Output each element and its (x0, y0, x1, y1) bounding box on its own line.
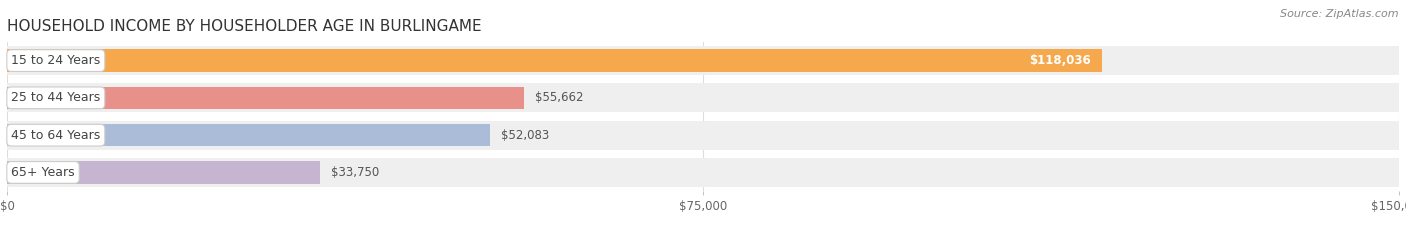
Text: Source: ZipAtlas.com: Source: ZipAtlas.com (1281, 9, 1399, 19)
Bar (7, 46, 1399, 75)
Text: $118,036: $118,036 (1029, 54, 1091, 67)
Text: 65+ Years: 65+ Years (11, 166, 75, 179)
Bar (7, 124, 491, 146)
Text: 45 to 64 Years: 45 to 64 Years (11, 129, 100, 142)
Text: $55,662: $55,662 (534, 91, 583, 104)
Bar (7, 83, 1399, 112)
Text: $33,750: $33,750 (332, 166, 380, 179)
Bar (7, 121, 1399, 150)
Text: $52,083: $52,083 (502, 129, 550, 142)
Bar (7, 87, 523, 109)
Bar (7, 161, 321, 184)
Text: 25 to 44 Years: 25 to 44 Years (11, 91, 100, 104)
Text: HOUSEHOLD INCOME BY HOUSEHOLDER AGE IN BURLINGAME: HOUSEHOLD INCOME BY HOUSEHOLDER AGE IN B… (7, 19, 482, 34)
Bar (7, 49, 1102, 72)
Text: 15 to 24 Years: 15 to 24 Years (11, 54, 100, 67)
Bar (7, 158, 1399, 187)
